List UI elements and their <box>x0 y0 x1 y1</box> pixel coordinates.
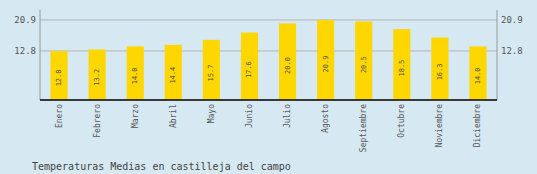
title: Temperaturas Medias en castilleja del ca… <box>32 161 291 172</box>
grid-line <box>40 50 497 51</box>
bar <box>203 40 220 100</box>
data-label: 13.2 <box>93 69 101 86</box>
bar <box>317 20 334 100</box>
x-tick-label: Diciembre <box>473 104 482 148</box>
x-tick-label: Octubre <box>397 104 406 138</box>
y2-axis-line <box>497 10 498 100</box>
bar <box>393 29 410 100</box>
x-tick-label: Junio <box>245 104 254 128</box>
y2-tick-label: 20.9 <box>501 15 523 25</box>
grid-line <box>40 19 497 20</box>
bar <box>355 21 372 100</box>
y-axis-line <box>40 10 41 100</box>
x-tick-label: Enero <box>55 104 64 128</box>
data-label: 14.0 <box>474 67 482 84</box>
y2-tick-label: 12.8 <box>501 46 523 56</box>
chart-svg: 12.8 13.2 14.0 14.4 15.7 17.6 20.0 20.9 20.5 18.5… <box>0 0 537 174</box>
y-tick-label: 20.9 <box>14 15 36 25</box>
bar <box>241 33 258 100</box>
x-tick-label: Marzo <box>131 104 140 128</box>
data-label: 17.6 <box>245 61 253 78</box>
data-label: 20.0 <box>284 57 292 74</box>
chart-container: 12.8 13.2 14.0 14.4 15.7 17.6 20.0 20.9 20.5 18.5… <box>0 0 537 174</box>
x-tick-label: Noviembre <box>435 104 444 148</box>
bar <box>89 49 106 100</box>
x-tick-label: Mayo <box>207 104 216 123</box>
bar <box>279 23 296 100</box>
bar <box>469 46 486 100</box>
data-label: 20.5 <box>360 56 368 73</box>
x-tick-label: Agosto <box>321 104 330 133</box>
bar <box>165 45 182 100</box>
data-label: 20.9 <box>322 56 330 73</box>
data-label: 18.5 <box>398 60 406 77</box>
x-tick-label: Julio <box>283 104 292 128</box>
data-label: 14.0 <box>131 67 139 84</box>
bar <box>431 38 448 100</box>
bar <box>50 51 67 100</box>
x-tick-label: Abril <box>169 104 178 128</box>
x-tick-label: Septiembre <box>359 104 368 152</box>
data-label: 15.7 <box>207 65 215 82</box>
x-tick-label: Febrero <box>93 104 102 138</box>
x-axis-line <box>40 99 497 101</box>
bars <box>50 20 486 100</box>
data-label: 12.8 <box>55 70 63 87</box>
data-label: 16.3 <box>436 63 444 80</box>
bar <box>127 46 144 100</box>
data-label: 14.4 <box>169 67 177 84</box>
y-tick-label: 12.8 <box>14 46 36 56</box>
